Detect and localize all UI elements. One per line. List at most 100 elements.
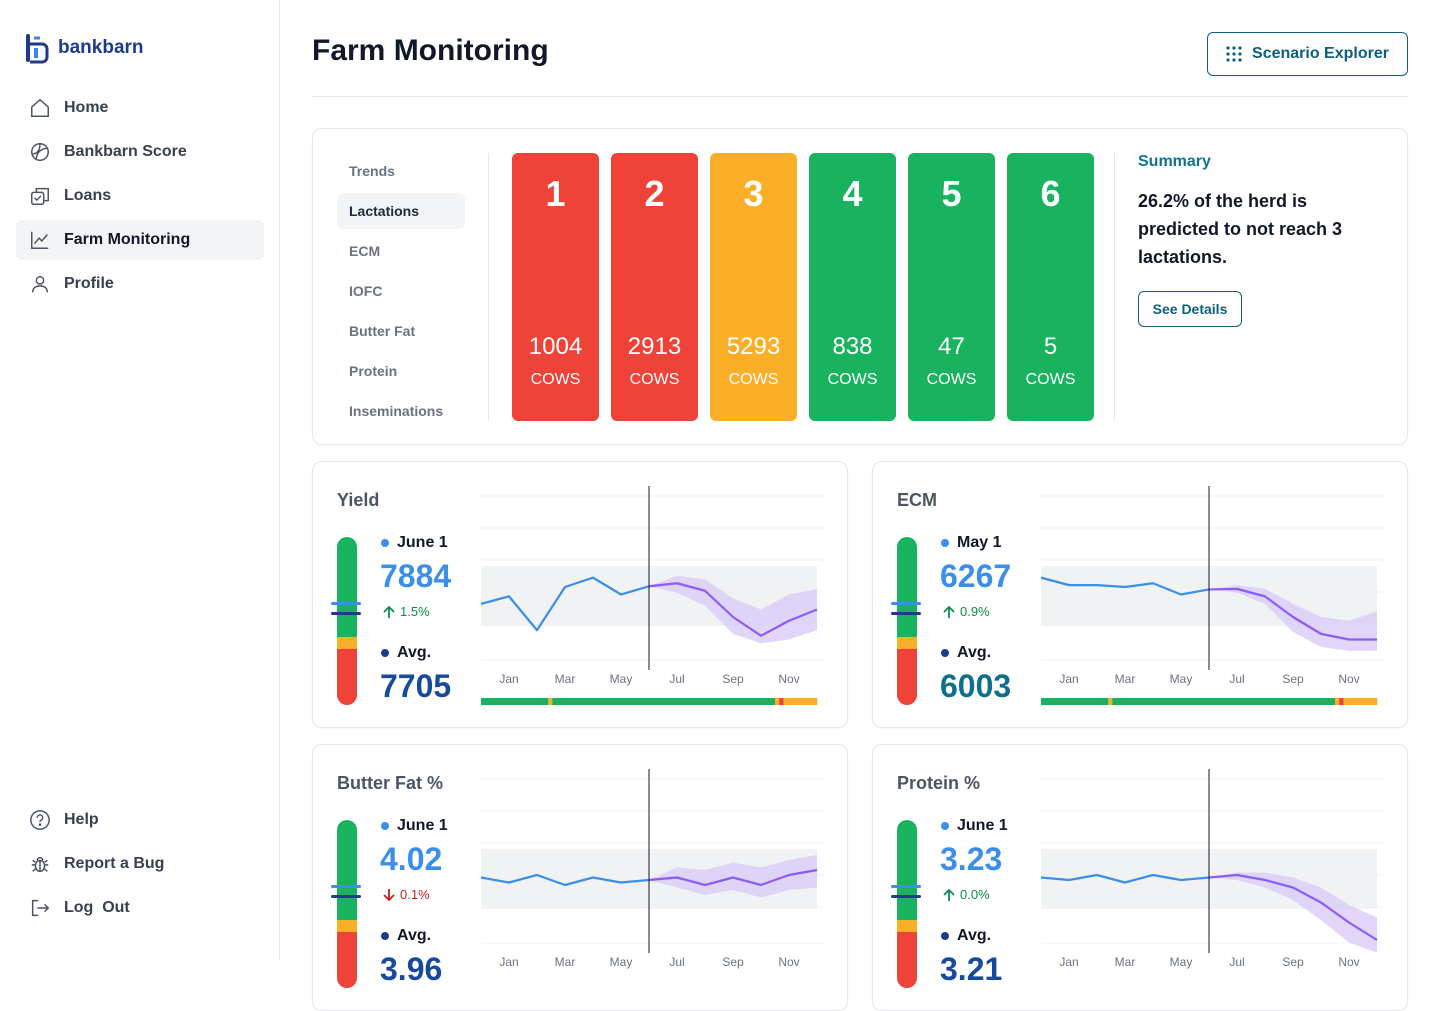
status-strip-segment	[1284, 698, 1290, 705]
tab-iofc[interactable]: IOFC	[349, 283, 383, 299]
current-value: 3.23	[940, 841, 1003, 877]
status-strip-segment	[1360, 698, 1365, 705]
nav-item-logout[interactable]: Log Out	[16, 888, 264, 928]
status-strip-segment	[539, 698, 545, 705]
status-strip-segment	[493, 698, 499, 705]
status-strip-segment	[728, 698, 734, 705]
range-gauge	[897, 537, 917, 705]
tab-trends[interactable]: Trends	[349, 163, 395, 179]
status-strip-segment	[523, 698, 528, 705]
tab-protein[interactable]: Protein	[349, 363, 398, 379]
status-strip-segment	[1301, 698, 1306, 705]
status-strip-segment	[674, 698, 679, 705]
status-strip-segment	[506, 698, 511, 705]
status-strip-segment	[560, 698, 566, 705]
nav-item-report-bug[interactable]: Report a Bug	[16, 844, 264, 884]
status-strip-segment	[766, 698, 772, 705]
metric-tabs: Trends Lactations ECM IOFC Butter Fat Pr…	[337, 153, 465, 433]
scenario-explorer-button[interactable]: Scenario Explorer	[1207, 32, 1408, 76]
trend-chart[interactable]: Jan Mar May Jul Sep Nov	[1040, 486, 1385, 708]
lactation-bars: 1 1004 COWS 2 2913 COWS 3 5293 COWS 4 83…	[512, 153, 1094, 421]
status-strip-segment	[1108, 698, 1113, 705]
brand-logo[interactable]: bankbarn	[24, 32, 144, 64]
tab-inseminations[interactable]: Inseminations	[349, 403, 444, 419]
cow-count: 1004	[528, 333, 583, 360]
lactation-bar[interactable]: 3 5293 COWS	[710, 153, 797, 421]
status-strip-segment	[1330, 698, 1336, 705]
status-strip-segment	[569, 698, 574, 705]
status-strip-segment	[623, 698, 629, 705]
arrow-up-icon	[943, 888, 955, 901]
nav-item-bankbarn-score[interactable]: Bankbarn Score	[16, 132, 264, 172]
nav-label: Report a Bug	[64, 855, 165, 872]
lactation-bar[interactable]: 4 838 COWS	[809, 153, 896, 421]
x-tick-label: Jul	[1229, 672, 1244, 686]
x-tick-label: May	[610, 955, 633, 969]
bug-icon	[28, 852, 52, 876]
status-strip-segment	[602, 698, 608, 705]
nav-label: Farm Monitoring	[64, 231, 191, 248]
status-strip-segment	[594, 698, 599, 705]
see-details-button[interactable]: See Details	[1138, 291, 1242, 327]
status-strip-segment	[1146, 698, 1151, 705]
lactation-number: 5	[941, 173, 962, 214]
metric-title: ECM	[897, 490, 937, 510]
status-strip-segment	[779, 698, 784, 705]
status-strip-segment	[1255, 698, 1260, 705]
status-strip-segment	[1200, 698, 1206, 705]
status-strip-segment	[1062, 698, 1067, 705]
nav-item-loans[interactable]: Loans	[16, 176, 264, 216]
metric-card-butter-fat: Butter Fat % June 1 4.02 0.1% Avg. 3.96 …	[312, 744, 848, 1011]
status-strip-segment	[745, 698, 751, 705]
cow-count: 838	[832, 333, 873, 360]
change-value: 0.0%	[960, 887, 990, 902]
status-strip-segment	[1087, 698, 1092, 705]
status-strip-segment	[1246, 698, 1252, 705]
metric-title: Butter Fat %	[337, 773, 444, 793]
tab-butter-fat[interactable]: Butter Fat	[349, 323, 416, 339]
status-strip-segment	[552, 698, 557, 705]
x-tick-label: Nov	[778, 955, 799, 969]
cow-count: 5	[1043, 333, 1058, 360]
trend-chart[interactable]: Jan Mar May Jul Sep Nov	[480, 486, 825, 708]
current-marker	[331, 885, 361, 888]
current-marker	[331, 602, 361, 605]
status-strip-segment	[556, 698, 562, 705]
status-strip-segment	[1288, 698, 1294, 705]
status-strip-segment	[1221, 698, 1227, 705]
nav-label: Profile	[64, 275, 114, 292]
cow-count: 2913	[627, 333, 682, 360]
nav-item-farm-monitoring[interactable]: Farm Monitoring	[16, 220, 264, 260]
status-strip-segment	[754, 698, 759, 705]
status-strip-segment	[497, 698, 503, 705]
status-strip-segment	[703, 698, 709, 705]
status-strip-segment	[762, 698, 767, 705]
lactation-bar[interactable]: 2 2913 COWS	[611, 153, 698, 421]
arrow-down-icon	[383, 888, 395, 901]
summary-divider	[1114, 153, 1115, 421]
grid-dots-icon	[1226, 46, 1242, 62]
tab-ecm[interactable]: ECM	[349, 243, 381, 259]
trend-chart[interactable]: Jan Mar May Jul Sep Nov	[480, 769, 825, 991]
lactation-bar[interactable]: 6 5 COWS	[1007, 153, 1094, 421]
status-strip-segment	[758, 698, 763, 705]
lactation-bar[interactable]: 5 47 COWS	[908, 153, 995, 421]
x-tick-label: May	[1170, 672, 1193, 686]
status-strip-segment	[783, 698, 788, 705]
status-strip-segment	[1133, 698, 1138, 705]
lactations-card: Trends Lactations ECM IOFC Butter Fat Pr…	[312, 128, 1408, 445]
cow-unit: COWS	[629, 371, 680, 388]
trend-chart[interactable]: Jan Mar May Jul Sep Nov	[1040, 769, 1385, 991]
cow-unit: COWS	[926, 371, 977, 388]
status-strip-segment	[1150, 698, 1155, 705]
status-strip-segment	[649, 698, 654, 705]
status-strip	[1041, 698, 1378, 705]
lactation-number: 1	[545, 173, 566, 214]
tab-lactations[interactable]: Lactations	[337, 193, 465, 229]
nav-item-home[interactable]: Home	[16, 88, 264, 128]
nav-item-profile[interactable]: Profile	[16, 264, 264, 304]
lactation-bar[interactable]: 1 1004 COWS	[512, 153, 599, 421]
nav-item-help[interactable]: Help	[16, 800, 264, 840]
status-strip-segment	[741, 698, 746, 705]
status-strip-segment	[632, 698, 637, 705]
